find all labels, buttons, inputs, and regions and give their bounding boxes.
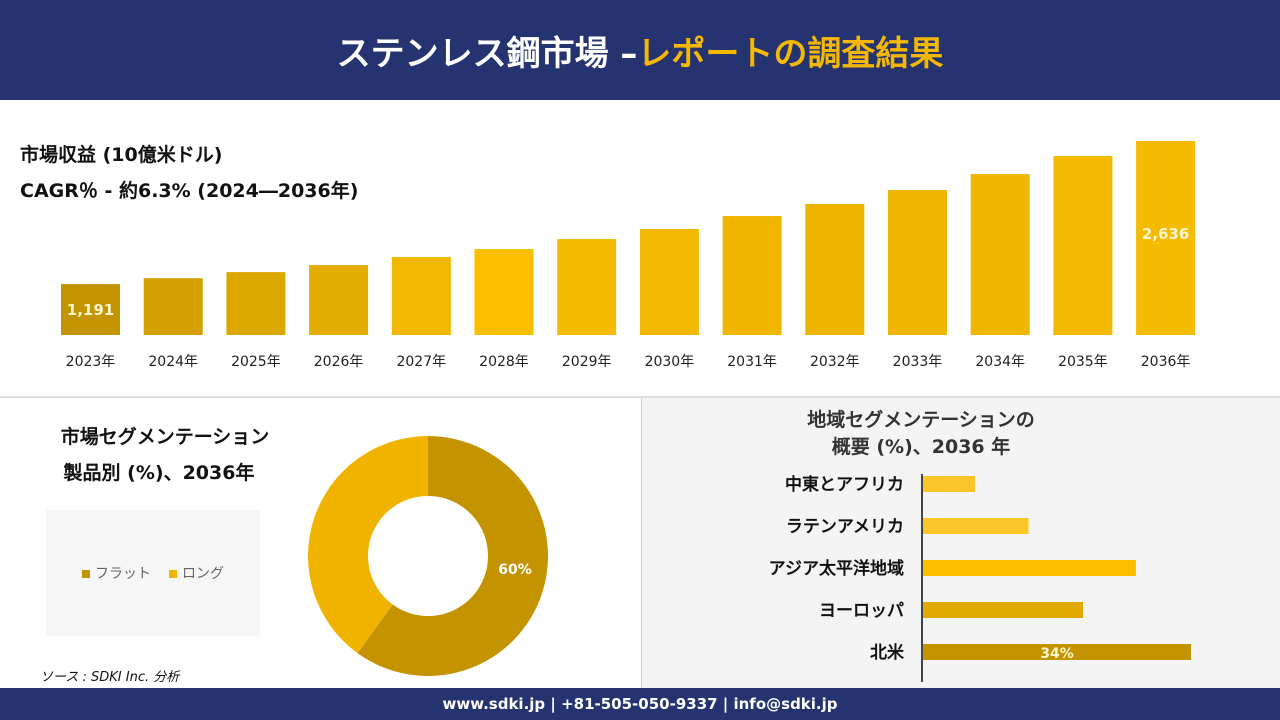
pie-title-1: 市場セグメンテーション — [60, 426, 270, 448]
footer-contact: www.sdki.jp | +81-505-050-9337 | info@sd… — [0, 688, 1280, 720]
donut-slice-ロング — [308, 436, 428, 654]
bar-中東とアフリカ — [923, 476, 976, 492]
title-main: ステンレス鋼市場 – — [336, 33, 638, 74]
data-label: 2,636 — [1142, 225, 1189, 243]
bar-2027年 — [391, 257, 451, 335]
x-tick-label: 2030年 — [645, 354, 695, 370]
bar-2030年 — [639, 229, 699, 335]
donut-data-label: 60% — [498, 562, 532, 578]
bar-2036年 — [1136, 141, 1196, 335]
bar-2032年 — [805, 203, 865, 335]
product-donut-chart: 60% — [308, 436, 548, 676]
bar-ヨーロッパ — [923, 602, 1084, 618]
bar-2024年 — [143, 278, 203, 335]
bar-2034年 — [970, 174, 1030, 335]
divider — [0, 396, 1280, 398]
title-accent: レポートの調査結果 — [637, 33, 944, 74]
revenue-bar-chart: 2023年 1,191 2024年 2025年 2026年 2027年 2028年 2029年… — [61, 141, 1196, 370]
region-title-1: 地域セグメンテーションの — [807, 409, 1035, 431]
x-tick-label: 2025年 — [231, 354, 281, 370]
bar-2028年 — [474, 249, 534, 335]
bar-2023年 — [61, 284, 120, 335]
donut-slice-フラット — [357, 436, 548, 676]
x-tick-label: 2027年 — [396, 354, 446, 370]
x-tick-label: 2023年 — [66, 354, 116, 370]
category-label: アジア太平洋地域 — [769, 558, 904, 579]
header-banner: ステンレス鋼市場 – レポートの調査結果 — [0, 0, 1280, 100]
legend-item-long: ロング — [169, 563, 224, 583]
x-tick-label: 2032年 — [810, 354, 860, 370]
x-tick-label: 2034年 — [975, 354, 1025, 370]
data-label: 1,191 — [67, 301, 114, 319]
x-tick-label: 2031年 — [727, 354, 777, 370]
data-label: 34% — [1040, 646, 1074, 662]
x-tick-label: 2028年 — [479, 354, 529, 370]
bar-2026年 — [309, 265, 369, 335]
category-label: ヨーロッパ — [819, 601, 904, 621]
x-tick-label: 2033年 — [893, 354, 943, 370]
bar-2029年 — [557, 239, 617, 335]
pie-legend: フラット ロング — [46, 510, 260, 636]
region-panel — [641, 398, 1280, 688]
x-tick-label: 2026年 — [314, 354, 364, 370]
x-tick-label: 2036年 — [1141, 354, 1191, 370]
category-label: ラテンアメリカ — [786, 517, 904, 537]
bar-北米 — [923, 644, 1191, 660]
bar-2025年 — [226, 272, 286, 335]
region-title-2: 概要 (%)、2036 年 — [831, 436, 1011, 458]
source-note: ソース : SDKI Inc. 分析 — [40, 670, 180, 685]
cagr-label: CAGR％ - 約6.3% (2024―2036年) — [20, 180, 359, 202]
x-tick-label: 2029年 — [562, 354, 612, 370]
revenue-label: 市場収益 (10億米ドル) — [20, 144, 223, 166]
pie-title-2: 製品別 (%)、2036年 — [63, 462, 255, 484]
bar-アジア太平洋地域 — [923, 560, 1136, 576]
category-label: 北米 — [870, 642, 905, 663]
legend-item-flat: フラット — [82, 563, 151, 583]
x-tick-label: 2024年 — [148, 354, 198, 370]
bar-2035年 — [1053, 156, 1113, 335]
x-tick-label: 2035年 — [1058, 354, 1108, 370]
category-label: 中東とアフリカ — [785, 474, 904, 495]
bar-ラテンアメリカ — [923, 518, 1029, 534]
bar-2031年 — [722, 216, 782, 335]
bar-2033年 — [888, 190, 947, 335]
